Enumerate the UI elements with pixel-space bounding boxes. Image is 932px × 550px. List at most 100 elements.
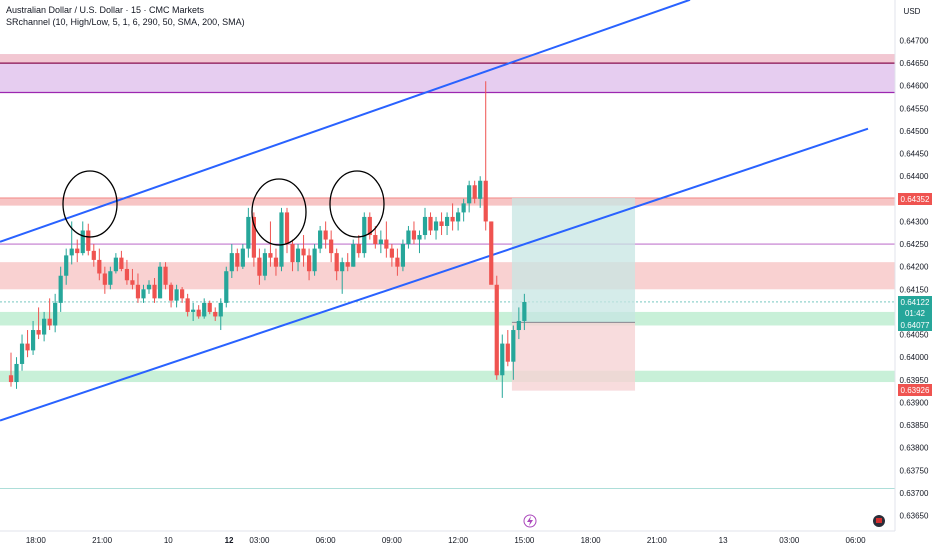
candle-body: [30, 330, 36, 351]
candle-body: [428, 216, 433, 231]
candle-body: [389, 248, 394, 258]
candle: [141, 284, 146, 303]
candle: [467, 180, 472, 213]
candle-body: [152, 284, 157, 299]
candle: [395, 248, 400, 276]
candle-body: [141, 289, 146, 299]
candle-body: [417, 235, 422, 240]
candle: [450, 203, 455, 231]
level-tag-2: [898, 319, 932, 331]
price-tick-label: 0.64400: [900, 172, 929, 181]
candle: [119, 250, 124, 272]
flag-icon[interactable]: [873, 515, 885, 527]
candle-body: [257, 257, 262, 276]
candle: [329, 230, 334, 263]
candle-body: [306, 255, 312, 272]
candle: [185, 293, 190, 317]
candle: [318, 225, 323, 254]
position-target-area[interactable]: [511, 197, 636, 323]
time-axis-bg: [0, 531, 932, 550]
candle-body: [301, 248, 306, 256]
pattern-circle[interactable]: [251, 178, 307, 246]
candle-body: [240, 248, 245, 267]
price-tick-label: 0.64200: [900, 263, 929, 272]
candle: [102, 266, 107, 294]
candle: [522, 293, 527, 331]
top-red-band: [0, 54, 895, 64]
candle: [47, 298, 52, 331]
pattern-circle[interactable]: [62, 170, 118, 238]
channel-lower-line[interactable]: [0, 127, 869, 422]
candle: [362, 212, 367, 258]
candle: [224, 266, 229, 308]
candle-body: [224, 271, 229, 303]
long-position-tool[interactable]: [511, 197, 636, 391]
time-axis[interactable]: 18:00 21:00 10 12 03:00 06:00 09:00 12:00 15:00 1…: [0, 530, 932, 550]
candle-body: [174, 289, 179, 301]
currency-label[interactable]: USD: [904, 7, 921, 16]
candle: [58, 266, 63, 312]
candle-body: [229, 253, 234, 272]
candle: [306, 248, 312, 281]
time-tick-label: 03:00: [249, 536, 270, 545]
time-tick-label: 06:00: [846, 536, 867, 545]
candle: [295, 244, 301, 272]
level-tag-3-text: 0.63926: [901, 386, 930, 395]
candle: [494, 275, 499, 380]
chart-legend[interactable]: Australian Dollar / U.S. Dollar · 15 · C…: [6, 5, 245, 27]
candle: [411, 221, 417, 245]
candle: [323, 221, 328, 249]
candle-body: [511, 330, 516, 362]
candle-body: [157, 266, 163, 299]
indicator-title[interactable]: SRchannel (10, High/Low, 5, 1, 6, 290, 5…: [6, 17, 245, 27]
trend-channel[interactable]: [0, 0, 869, 422]
candle: [25, 330, 30, 358]
pattern-circles[interactable]: [62, 170, 385, 246]
candle: [284, 207, 290, 254]
candle-body: [36, 330, 41, 335]
price-tick-label: 0.64700: [900, 37, 929, 46]
candle-body: [146, 284, 152, 290]
candle: [262, 248, 268, 281]
symbol-title[interactable]: Australian Dollar / U.S. Dollar · 15 · C…: [6, 5, 205, 15]
level-tag-1: [898, 193, 932, 205]
pattern-circle[interactable]: [329, 170, 385, 238]
candle-body: [207, 302, 212, 312]
price-tick-label: 0.63900: [900, 398, 929, 407]
price-axis[interactable]: USD 0.64700 0.64650 0.64600 0.64550 0.64500 0…: [894, 0, 932, 550]
candle: [19, 334, 25, 371]
candle: [42, 311, 47, 342]
candle: [312, 244, 317, 276]
candle: [489, 221, 494, 285]
candle-body: [362, 216, 367, 254]
time-tick-label: 18:00: [581, 536, 602, 545]
candle: [389, 244, 394, 267]
lightning-icon[interactable]: [523, 514, 537, 528]
candle-body: [395, 257, 400, 267]
candle-body: [108, 271, 113, 285]
candle-body: [14, 363, 19, 383]
candle-body: [505, 343, 510, 362]
candle: [113, 253, 118, 274]
candle-body: [202, 302, 207, 317]
candle: [97, 248, 102, 281]
candle: [406, 225, 411, 249]
candle-body: [433, 221, 439, 231]
candle-body: [295, 248, 301, 263]
price-tick-label: 0.64300: [900, 217, 929, 226]
channel-upper-line[interactable]: [0, 0, 691, 243]
candle: [229, 244, 234, 278]
price-tick-label: 0.64600: [900, 82, 929, 91]
price-tick-label: 0.64150: [900, 285, 929, 294]
candle: [279, 207, 284, 272]
position-stop-area[interactable]: [511, 322, 636, 391]
candle: [483, 81, 488, 231]
support-zone-upper: [0, 311, 895, 326]
price-tick-label: 0.64000: [900, 353, 929, 362]
candle-body: [86, 230, 91, 251]
candle-body: [25, 343, 30, 351]
time-tick-label: 15:00: [514, 536, 535, 545]
candle-body: [42, 318, 47, 335]
